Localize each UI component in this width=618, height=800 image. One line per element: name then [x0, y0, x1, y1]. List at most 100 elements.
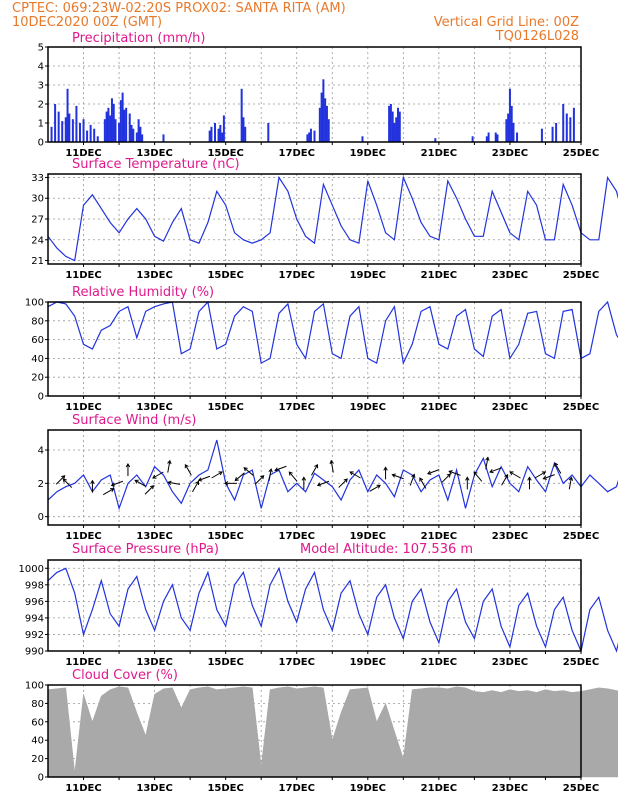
- header-init-time: 10DEC2020 00Z (GMT): [12, 15, 162, 30]
- pressure-xtick-label: 19DEC: [350, 657, 386, 668]
- wind-arrow: [167, 480, 181, 485]
- precip-bar: [109, 115, 112, 142]
- precip-xtick-label: 21DEC: [421, 148, 457, 159]
- wind-arrow: [501, 473, 509, 486]
- precip-bar: [562, 104, 565, 142]
- precip-bar: [93, 128, 96, 142]
- precip-xtick-label: 23DEC: [492, 148, 528, 159]
- wind-arrow: [534, 471, 547, 479]
- wind-xtick-label: 17DEC: [279, 531, 315, 542]
- wind-arrow: [383, 466, 388, 480]
- precip-bar: [82, 119, 85, 142]
- precip-bar: [510, 105, 513, 142]
- cloud-xtick-label: 13DEC: [136, 783, 172, 794]
- precip-bar: [505, 119, 508, 142]
- humidity-xtick-label: 25DEC: [563, 402, 599, 413]
- cloud-ytick-label: 60: [31, 717, 44, 728]
- wind-arrow: [554, 462, 562, 474]
- wind-arrow: [485, 456, 490, 470]
- precip-bar: [389, 104, 392, 142]
- precip-bar: [50, 126, 53, 142]
- header-grid-note: Vertical Grid Line: 00Z: [434, 15, 579, 30]
- precip-bar: [242, 117, 245, 142]
- precip-bar: [391, 111, 394, 142]
- cloud-xtick-label: 19DEC: [350, 783, 386, 794]
- precip-bar: [54, 104, 57, 142]
- precip-bar: [86, 130, 89, 142]
- pressure-xtick-label: 17DEC: [279, 657, 315, 668]
- precip-bar: [395, 117, 398, 142]
- precip-bar: [494, 132, 497, 142]
- pressure-annotation: Model Altitude: 107.536 m: [300, 542, 473, 557]
- wind-arrow: [125, 463, 131, 476]
- pressure-xtick-label: 13DEC: [136, 657, 172, 668]
- precip-bar: [121, 92, 124, 142]
- cloud-ytick-label: 100: [25, 681, 44, 692]
- wind-xtick-label: 11DEC: [65, 531, 101, 542]
- wind-xtick-label: 21DEC: [421, 531, 457, 542]
- temperature-ytick-label: 24: [31, 235, 44, 246]
- precip-bar: [325, 105, 328, 142]
- precip-bar: [57, 111, 60, 142]
- precip-xtick-label: 11DEC: [65, 148, 101, 159]
- precip-bar: [123, 109, 126, 142]
- wind-title: Surface Wind (m/s): [72, 413, 196, 428]
- precip-xtick-label: 17DEC: [279, 148, 315, 159]
- precip-bar: [130, 124, 133, 142]
- precip-bar: [141, 134, 144, 142]
- wind-arrow: [509, 471, 521, 479]
- precip-bar: [308, 132, 311, 142]
- precip-bar: [555, 123, 558, 142]
- wind-arrow: [90, 479, 95, 493]
- temperature-title: Surface Temperature (nC): [72, 157, 240, 172]
- temperature-xtick-label: 17DEC: [279, 270, 315, 281]
- precip-bar: [137, 119, 140, 142]
- humidity-xtick-label: 21DEC: [421, 402, 457, 413]
- precip-bar: [64, 117, 67, 142]
- precip-bar: [267, 123, 270, 142]
- header-location: CPTEC: 069:23W-02:20S PROX02: SANTA RITA…: [12, 1, 346, 16]
- wind-arrow: [55, 475, 66, 485]
- cloud-ytick-label: 20: [31, 754, 44, 765]
- pressure-ytick-label: 998: [25, 580, 44, 591]
- precip-bar: [135, 132, 138, 142]
- humidity-ytick-label: 80: [31, 316, 44, 327]
- humidity-title: Relative Humidity (%): [72, 285, 214, 300]
- cloud-xtick-label: 11DEC: [65, 783, 101, 794]
- wind-arrow: [102, 488, 115, 496]
- wind-xtick-label: 13DEC: [136, 531, 172, 542]
- precip-title: Precipitation (mm/h): [72, 31, 205, 46]
- precip-bar: [244, 126, 247, 142]
- precip-bar: [132, 128, 135, 142]
- wind-arrow: [184, 463, 192, 476]
- temperature-ytick-label: 21: [31, 256, 44, 267]
- wind-ytick-label: 0: [38, 512, 44, 523]
- wind-arrow: [301, 476, 307, 490]
- wind-arrow: [465, 476, 470, 490]
- wind-arrow: [369, 484, 381, 492]
- precip-bar: [61, 121, 64, 142]
- pressure-ytick-label: 994: [25, 613, 44, 624]
- humidity-xtick-label: 15DEC: [207, 402, 243, 413]
- precip-xtick-label: 13DEC: [136, 148, 172, 159]
- precip-bar: [219, 124, 222, 142]
- precip-bar: [214, 123, 217, 142]
- wind-arrow: [473, 471, 483, 482]
- pressure-ytick-label: 1000: [19, 564, 44, 575]
- precip-bar: [388, 105, 391, 142]
- precip-bar: [569, 117, 572, 142]
- precip-bar: [361, 136, 364, 142]
- precip-bar: [125, 107, 128, 142]
- wind-frame: [47, 429, 582, 526]
- precip-bar: [507, 113, 510, 142]
- precip-bar: [114, 119, 117, 142]
- temperature-line: [47, 175, 618, 262]
- humidity-ytick-label: 40: [31, 354, 44, 365]
- wind-arrow: [254, 475, 265, 485]
- precip-bar: [516, 132, 519, 142]
- precip-bar: [105, 111, 108, 142]
- humidity-ytick-label: 20: [31, 373, 44, 384]
- precip-bar: [217, 128, 220, 142]
- temperature-xtick-label: 15DEC: [207, 270, 243, 281]
